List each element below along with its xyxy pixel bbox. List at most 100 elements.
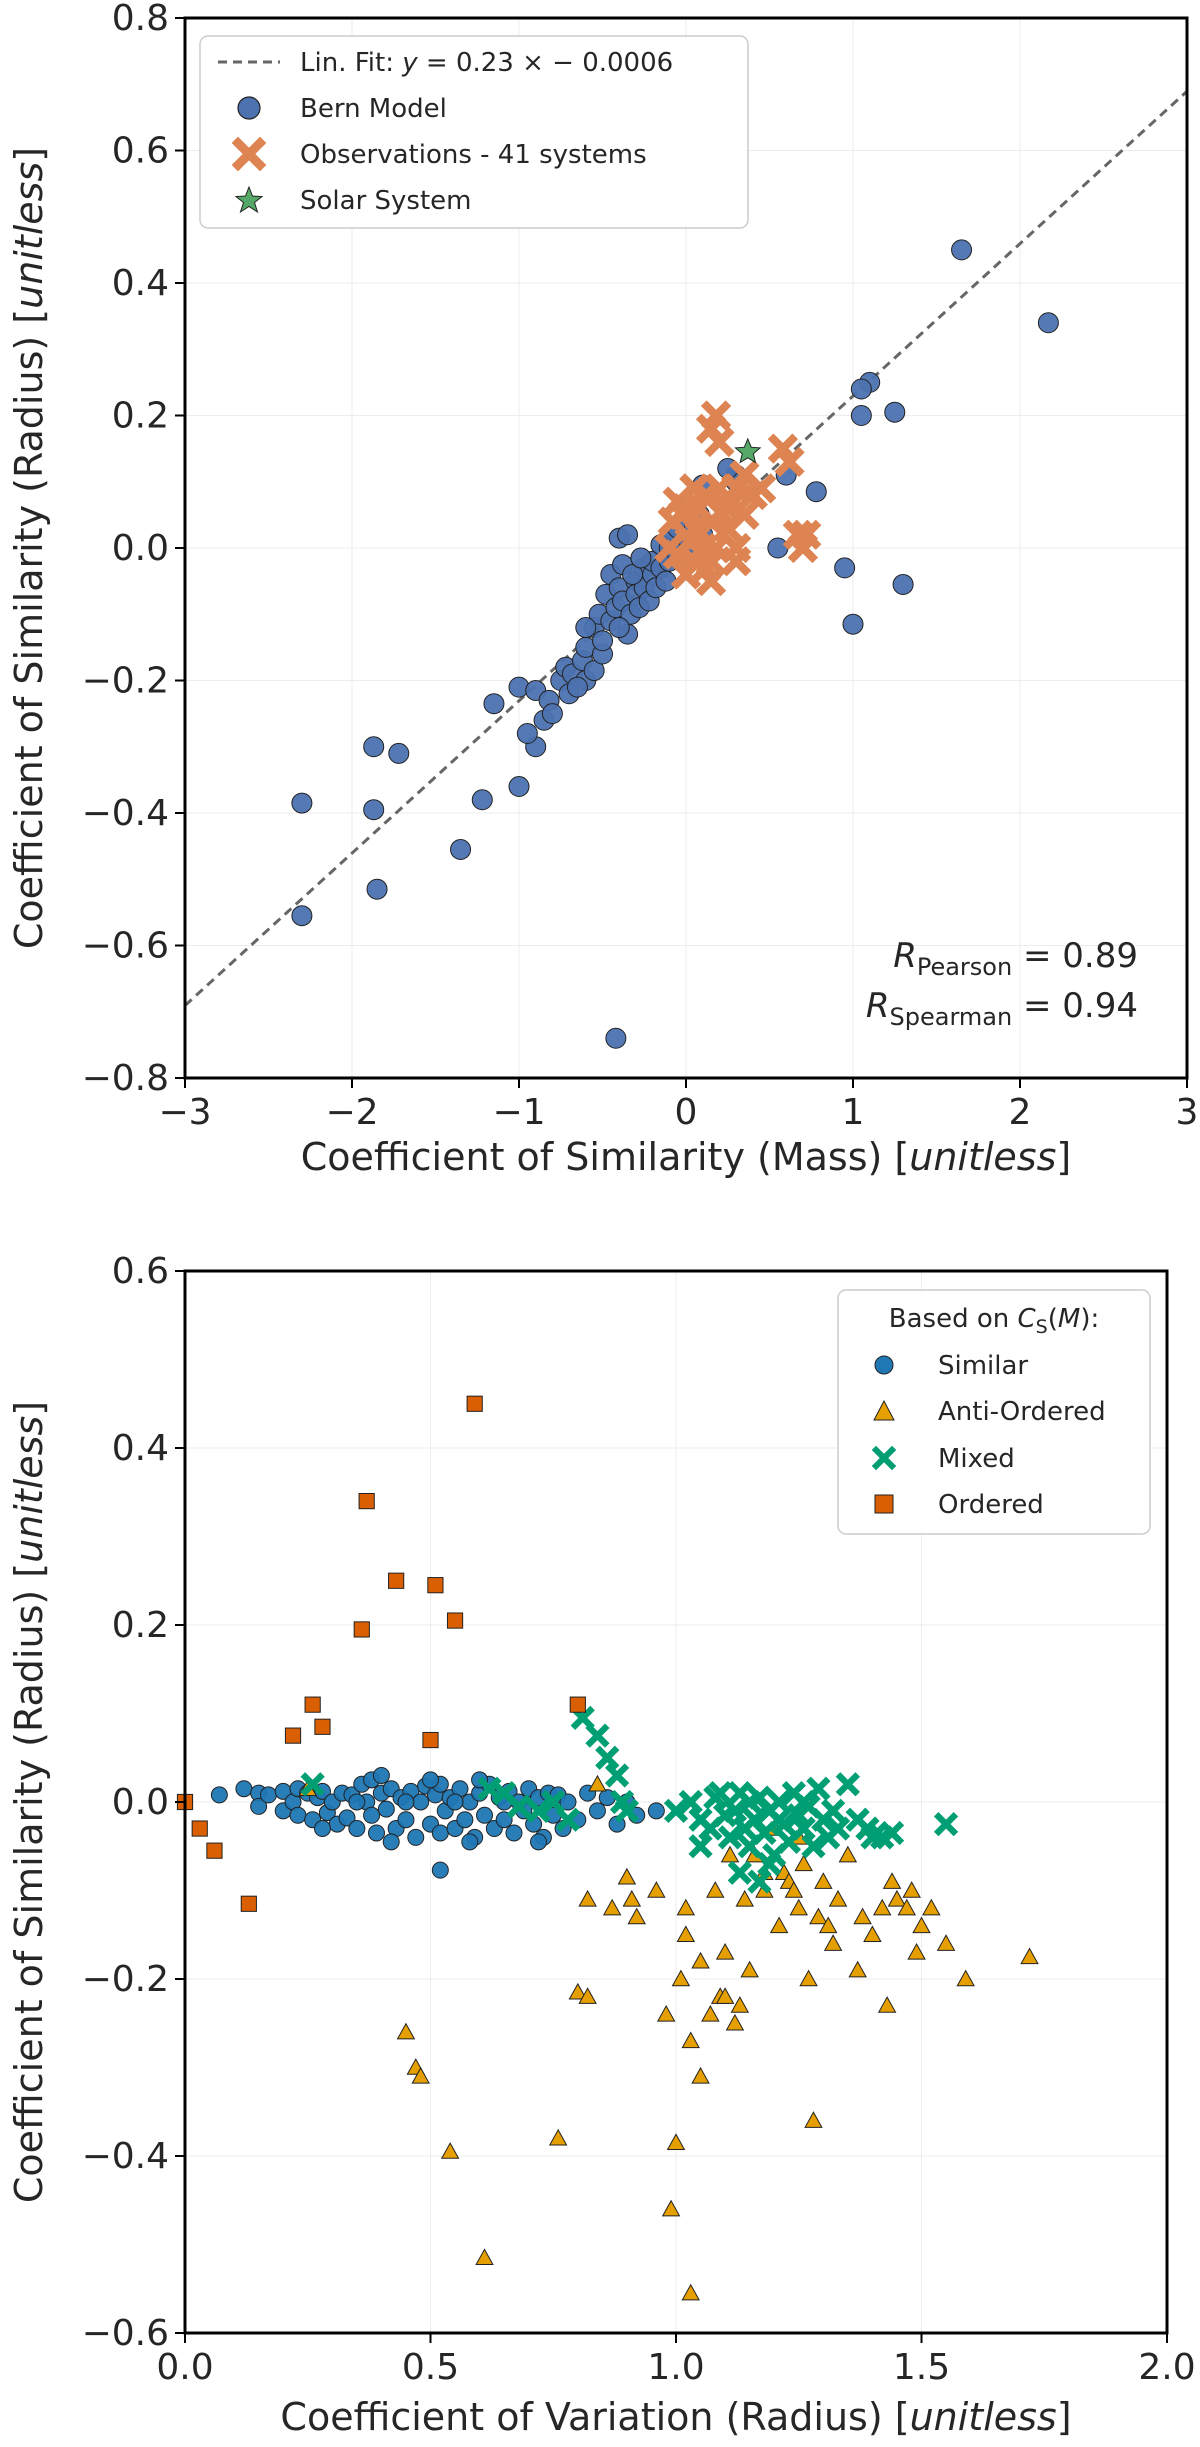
data-point (853, 1907, 872, 1925)
data-point (348, 1820, 366, 1838)
data-point (676, 1898, 696, 1916)
data-point (617, 1867, 637, 1885)
y-tick-label: 0.6 (112, 131, 169, 172)
data-point (647, 1881, 666, 1898)
data-point (456, 1811, 474, 1829)
data-point (757, 1851, 782, 1877)
data-point (701, 2004, 720, 2022)
y-tick-label: 0.0 (112, 1782, 169, 1823)
data-point (382, 1833, 400, 1851)
data-point (688, 1834, 713, 1859)
data-point (348, 1793, 366, 1811)
y-tick-label: −0.6 (82, 926, 169, 967)
series-ordered (176, 1395, 586, 1912)
x-tick-label: 1.0 (647, 2347, 704, 2388)
data-point (363, 736, 385, 758)
data-point (595, 1745, 620, 1770)
y-axis-label-top: Coefficient of Similarity (Radius) [unit… (7, 147, 51, 949)
data-point (882, 1872, 902, 1889)
data-point (358, 1493, 375, 1510)
data-point (608, 617, 630, 638)
y-axis-label-bottom: Coefficient of Similarity (Radius) [unit… (7, 1401, 51, 2203)
legend-bern-swatch (237, 96, 261, 120)
legend-ordered-label: Ordered (938, 1490, 1044, 1520)
data-point (592, 630, 613, 652)
data-point (622, 1889, 642, 1907)
data-point (604, 1763, 630, 1788)
data-point (614, 1798, 640, 1823)
x-tick-label: 0.0 (156, 2347, 213, 2388)
y-tick-label: 0.2 (112, 1605, 169, 1646)
data-point (766, 1789, 792, 1815)
data-point (656, 2004, 676, 2022)
data-point (681, 2283, 700, 2301)
data-point (769, 1916, 789, 1934)
data-point (471, 789, 493, 811)
legend-similar-swatch (874, 1355, 894, 1375)
y-tick-label: 0.0 (112, 528, 169, 569)
data-point (884, 401, 906, 423)
data-point (897, 1898, 917, 1916)
data-point (588, 1802, 606, 1820)
legend-similar-label: Similar (938, 1351, 1028, 1381)
data-point (495, 1811, 513, 1829)
data-point (240, 1895, 257, 1912)
x-tick-label: 0 (675, 1092, 698, 1133)
data-point (466, 1395, 483, 1412)
data-point (422, 1771, 439, 1789)
data-point (304, 1696, 321, 1713)
data-point (877, 1996, 897, 2013)
data-point (681, 2031, 700, 2049)
data-point (461, 1833, 479, 1851)
legend-observations-label: Observations - 41 systems (300, 140, 647, 170)
data-point (291, 792, 313, 814)
data-point (872, 1898, 892, 1916)
y-tick-label: 0.8 (112, 0, 169, 39)
data-point (708, 1781, 733, 1806)
y-tick-label: −0.2 (82, 1959, 169, 2000)
data-point (720, 532, 752, 564)
data-point (505, 1824, 523, 1842)
legend-observations-swatch (231, 136, 267, 172)
data-point (588, 1774, 607, 1792)
data-point (526, 1798, 551, 1823)
legend-solar-swatch (234, 185, 264, 214)
data-point (476, 1806, 494, 1824)
data-point (570, 1705, 595, 1731)
x-axis-label-bottom: Coefficient of Variation (Radius) [unitl… (280, 2395, 1071, 2439)
legend-mixed-label: Mixed (938, 1444, 1015, 1474)
series-solar-system (734, 437, 762, 464)
data-point (407, 1828, 425, 1846)
data-point (687, 539, 718, 570)
data-point (767, 433, 799, 464)
data-point (440, 2142, 460, 2159)
y-tick-label: 0.4 (112, 263, 169, 304)
top-scatter-panel: −3 −2 −1 0 1 2 3 −0.8 −0.6 −0.4 −0.2 0.0 0.2 0.4 0.6 0.… (7, 0, 1198, 1179)
data-point (863, 1925, 882, 1942)
data-point (235, 1780, 253, 1798)
data-point (666, 2133, 686, 2150)
legend-bottom: Based on CS(M): Similar Anti-Ordered Mix… (837, 1289, 1151, 1535)
data-point (575, 617, 597, 638)
data-point (774, 446, 805, 478)
data-point (431, 1824, 449, 1842)
data-point (475, 2248, 494, 2265)
data-point (820, 1798, 846, 1823)
data-point (767, 537, 789, 559)
data-point (717, 1825, 743, 1850)
data-point (676, 1925, 696, 1942)
data-point (583, 660, 605, 682)
data-point (541, 1789, 566, 1815)
data-point (622, 564, 644, 585)
data-point (835, 1772, 860, 1797)
data-point (411, 2066, 430, 2084)
legend-antiordered-label: Anti-Ordered (938, 1397, 1106, 1427)
x-tick-label: 0.5 (402, 2347, 459, 2388)
y-tick-label: −0.8 (82, 1058, 169, 1099)
data-point (715, 1943, 735, 1960)
x-tick-label: 3 (1176, 1092, 1199, 1133)
data-point (508, 776, 530, 797)
data-point (655, 570, 677, 592)
data-point (902, 1881, 921, 1898)
data-point (725, 2013, 745, 2031)
